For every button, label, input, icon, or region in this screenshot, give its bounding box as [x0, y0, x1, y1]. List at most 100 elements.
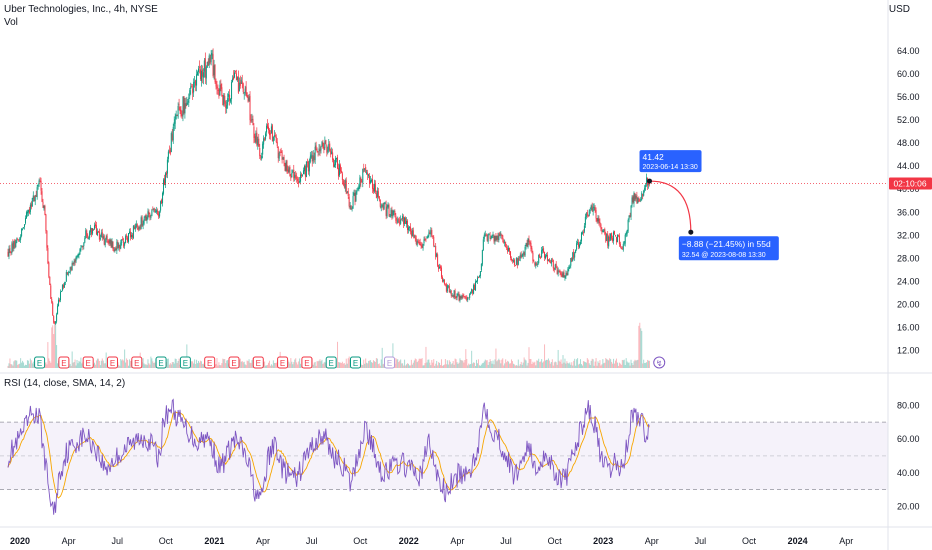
- time-tick-label: Apr: [645, 536, 659, 546]
- candle-body: [462, 295, 464, 297]
- candle-body: [16, 239, 18, 243]
- volume-bar: [560, 359, 562, 368]
- candle-body: [135, 223, 137, 227]
- candle-body: [513, 259, 515, 265]
- volume-bar: [544, 344, 546, 368]
- candle-body: [281, 151, 283, 161]
- candle-body: [64, 281, 66, 283]
- candle-body: [248, 97, 250, 101]
- candle-body: [444, 283, 446, 285]
- volume-bar: [166, 358, 168, 368]
- volume-bar: [372, 360, 374, 368]
- candle-body: [136, 224, 138, 228]
- volume-bar: [69, 363, 71, 368]
- volume-bar: [442, 365, 444, 368]
- volume-bar: [8, 363, 10, 368]
- candle-body: [189, 90, 191, 97]
- candle-body: [251, 118, 253, 120]
- volume-bar: [275, 362, 277, 368]
- candle-body: [131, 234, 133, 238]
- volume-bar: [452, 361, 454, 368]
- candle-body: [309, 156, 311, 162]
- candle-body: [595, 209, 597, 219]
- price-candles[interactable]: [0, 48, 888, 325]
- candle-body: [538, 255, 540, 264]
- volume-bar: [515, 365, 517, 368]
- measure-tool[interactable]: 41.42 2023-06-14 13:30 −8.88 (−21.45%) in …: [639, 150, 779, 261]
- candle-body: [586, 212, 588, 216]
- candle-body: [171, 134, 173, 141]
- candle-body: [291, 172, 293, 178]
- candle-body: [233, 72, 235, 78]
- candle-body: [396, 221, 398, 223]
- volume-bar: [123, 360, 125, 368]
- volume-bar: [484, 359, 486, 368]
- measure-arc: [649, 180, 692, 233]
- candle-body: [300, 174, 302, 182]
- volume-bar: [587, 359, 589, 368]
- volume-bar: [548, 360, 550, 368]
- volume-bar: [520, 361, 522, 368]
- volume-bar: [575, 365, 577, 368]
- candle-body: [30, 204, 32, 208]
- candle-body: [154, 208, 156, 213]
- rsi-lines[interactable]: [7, 398, 650, 515]
- candle-body: [452, 295, 454, 297]
- candle-body: [625, 233, 627, 236]
- candle-body: [407, 227, 409, 231]
- candle-body: [580, 232, 582, 242]
- candle-body: [229, 94, 231, 101]
- candle-body: [573, 251, 575, 258]
- candle-body: [388, 205, 390, 216]
- candle-body: [40, 180, 42, 191]
- candle-body: [389, 215, 391, 217]
- candle-body: [397, 219, 399, 223]
- candle-body: [75, 256, 77, 262]
- candle-body: [636, 195, 638, 204]
- earnings-marker-label: E: [387, 359, 392, 368]
- volume-bar: [102, 360, 104, 368]
- candle-body: [113, 249, 115, 252]
- volume-bar: [337, 341, 339, 368]
- earnings-markers[interactable]: E E E E E E E E E E E E E E E ↯: [34, 356, 666, 369]
- volume-bar: [610, 359, 612, 368]
- volume-bar: [193, 363, 195, 368]
- candle-body: [284, 162, 286, 171]
- candle-body: [227, 98, 229, 106]
- candle-body: [634, 193, 636, 200]
- volume-bar: [536, 360, 538, 368]
- volume-bar: [320, 361, 322, 368]
- volume-bar: [605, 358, 607, 368]
- candle-body: [390, 209, 392, 217]
- time-tick-label: 2020: [10, 536, 30, 546]
- candle-body: [371, 180, 373, 182]
- candle-body: [130, 234, 132, 238]
- earnings-marker-label: E: [110, 359, 115, 368]
- candle-body: [600, 224, 602, 230]
- candle-body: [88, 238, 90, 239]
- candle-body: [467, 297, 469, 300]
- volume-bar: [395, 358, 397, 368]
- candle-body: [510, 258, 512, 260]
- candle-body: [521, 255, 523, 257]
- volume-bar: [580, 359, 582, 368]
- volume-bar: [143, 363, 145, 368]
- volume-bar: [370, 360, 372, 368]
- volume-bar: [440, 365, 442, 368]
- candle-body: [356, 190, 358, 193]
- candle-body: [557, 270, 559, 274]
- candle-body: [210, 54, 212, 63]
- volume-bar: [553, 362, 555, 368]
- volume-bar: [227, 360, 229, 368]
- candle-body: [483, 234, 485, 239]
- volume-bar: [518, 365, 520, 368]
- candle-body: [385, 203, 387, 216]
- candle-body: [234, 71, 236, 72]
- candle-body: [545, 255, 547, 259]
- volume-bar: [80, 357, 82, 368]
- volume-bar: [223, 359, 225, 368]
- candle-body: [596, 218, 598, 222]
- candle-body: [228, 94, 230, 97]
- volume-bar: [74, 359, 76, 368]
